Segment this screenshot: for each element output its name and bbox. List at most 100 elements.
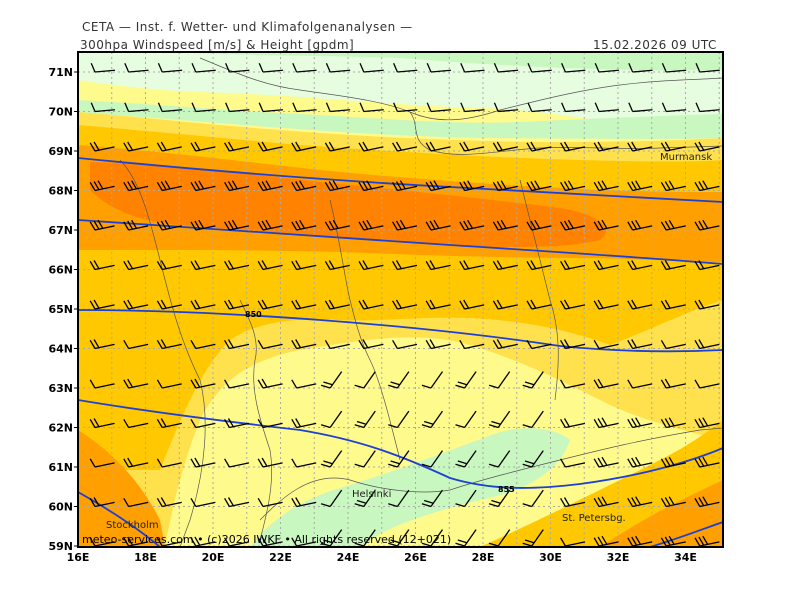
wind-barb: [488, 450, 511, 468]
lon-tick-label: 20E: [202, 551, 225, 564]
wind-barb: [291, 260, 317, 271]
wind-barb: [190, 180, 216, 192]
wind-barb: [89, 260, 115, 271]
wind-barb: [89, 458, 115, 468]
wind-barb: [421, 450, 444, 468]
wind-barb: [324, 339, 350, 350]
wind-barb: [156, 537, 182, 547]
wind-barb: [124, 63, 149, 73]
wind-barb: [421, 410, 444, 429]
wind-barb: [191, 63, 216, 73]
wind-barb: [627, 379, 653, 389]
wind-barb: [224, 141, 250, 152]
wind-barb: [493, 102, 519, 113]
wind-band-green-north: [78, 100, 723, 139]
wind-barb: [660, 378, 686, 389]
lat-tick-label: 62N: [48, 422, 73, 435]
wind-barb: [522, 410, 544, 429]
wind-barb: [459, 180, 485, 192]
wind-barb: [694, 496, 720, 508]
wind-barb: [492, 219, 518, 231]
contour-label-855: 855: [498, 485, 515, 494]
wind-barb: [224, 299, 250, 310]
wind-barb: [660, 417, 686, 429]
wind-barb: [190, 497, 216, 508]
lat-tick-label: 68N: [48, 185, 73, 198]
wind-barb: [593, 260, 619, 271]
wind-barb: [392, 299, 418, 310]
wind-barb: [258, 63, 283, 73]
contour-line: [78, 219, 723, 265]
lon-tick-label: 28E: [472, 551, 495, 564]
contour-line: [78, 491, 161, 547]
wind-barb: [660, 299, 686, 310]
wind-barb: [324, 141, 350, 152]
wind-barb: [459, 339, 485, 350]
wind-barb: [660, 260, 686, 271]
wind-barb: [388, 489, 410, 508]
label-murmansk: Murmansk: [660, 152, 712, 163]
lat-tick-label: 70N: [48, 106, 73, 119]
lon-tick-label: 22E: [269, 551, 292, 564]
lon-tick-label: 30E: [539, 551, 562, 564]
wind-barb: [560, 537, 586, 547]
wind-barb: [257, 260, 283, 271]
wind-barb: [627, 260, 653, 271]
wind-barb: [224, 379, 250, 389]
wind-barb: [156, 299, 182, 310]
wind-barb: [292, 63, 317, 73]
wind-barb: [459, 260, 485, 271]
wind-barb: [526, 219, 552, 231]
wind-barb: [257, 299, 283, 310]
wind-barb: [325, 102, 351, 113]
wind-barb: [393, 63, 418, 73]
wind-barb: [89, 299, 115, 310]
wind-barb: [694, 456, 720, 468]
wind-barb: [190, 418, 216, 429]
wind-barb: [426, 63, 451, 73]
wind-barb: [358, 260, 384, 271]
wind-barb: [225, 63, 250, 73]
lon-tick-label: 16E: [67, 551, 90, 564]
wind-barb: [594, 102, 619, 113]
wind-barb: [190, 299, 216, 310]
lon-tick-label: 18E: [134, 551, 157, 564]
wind-barb: [627, 535, 653, 547]
wind-barb: [660, 141, 686, 152]
wind-barb: [560, 260, 586, 271]
wind-barb: [695, 102, 720, 113]
wind-barb: [421, 371, 444, 389]
wind-barb: [661, 63, 687, 73]
wind-barb: [560, 219, 586, 231]
wind-barb: [695, 63, 720, 73]
wind-barb: [694, 180, 720, 192]
wind-barb: [593, 417, 619, 429]
lon-tick-label: 26E: [404, 551, 427, 564]
wind-barb: [593, 378, 619, 389]
lon-tick-label: 24E: [337, 551, 360, 564]
wind-barb: [325, 63, 351, 73]
wind-barb: [425, 219, 451, 231]
wind-barb: [191, 102, 216, 113]
wind-barb: [388, 529, 410, 547]
wind-barb: [354, 410, 376, 429]
wind-barb: [190, 339, 216, 350]
wind-barb: [694, 535, 720, 547]
wind-barb: [627, 219, 653, 231]
wind-barb: [425, 299, 451, 310]
wind-barb: [190, 260, 216, 271]
wind-barb: [190, 141, 216, 152]
wind-band-green-south: [250, 428, 570, 547]
wind-barb: [123, 180, 149, 192]
wind-barb: [292, 102, 317, 113]
contour-label-850: 850: [245, 310, 262, 319]
wind-barb: [459, 219, 485, 231]
wind-barb: [593, 535, 619, 547]
wind-barb: [291, 458, 317, 468]
wind-barb: [627, 417, 653, 429]
wind-barbs: [89, 63, 720, 547]
latitude-labels: 71N 70N 69N 68N 67N 66N 65N 64N 63N 62N 61N 60N 59N: [48, 66, 78, 553]
wind-barb: [492, 299, 518, 310]
wind-barb: [291, 219, 317, 231]
wind-barb: [455, 529, 477, 547]
